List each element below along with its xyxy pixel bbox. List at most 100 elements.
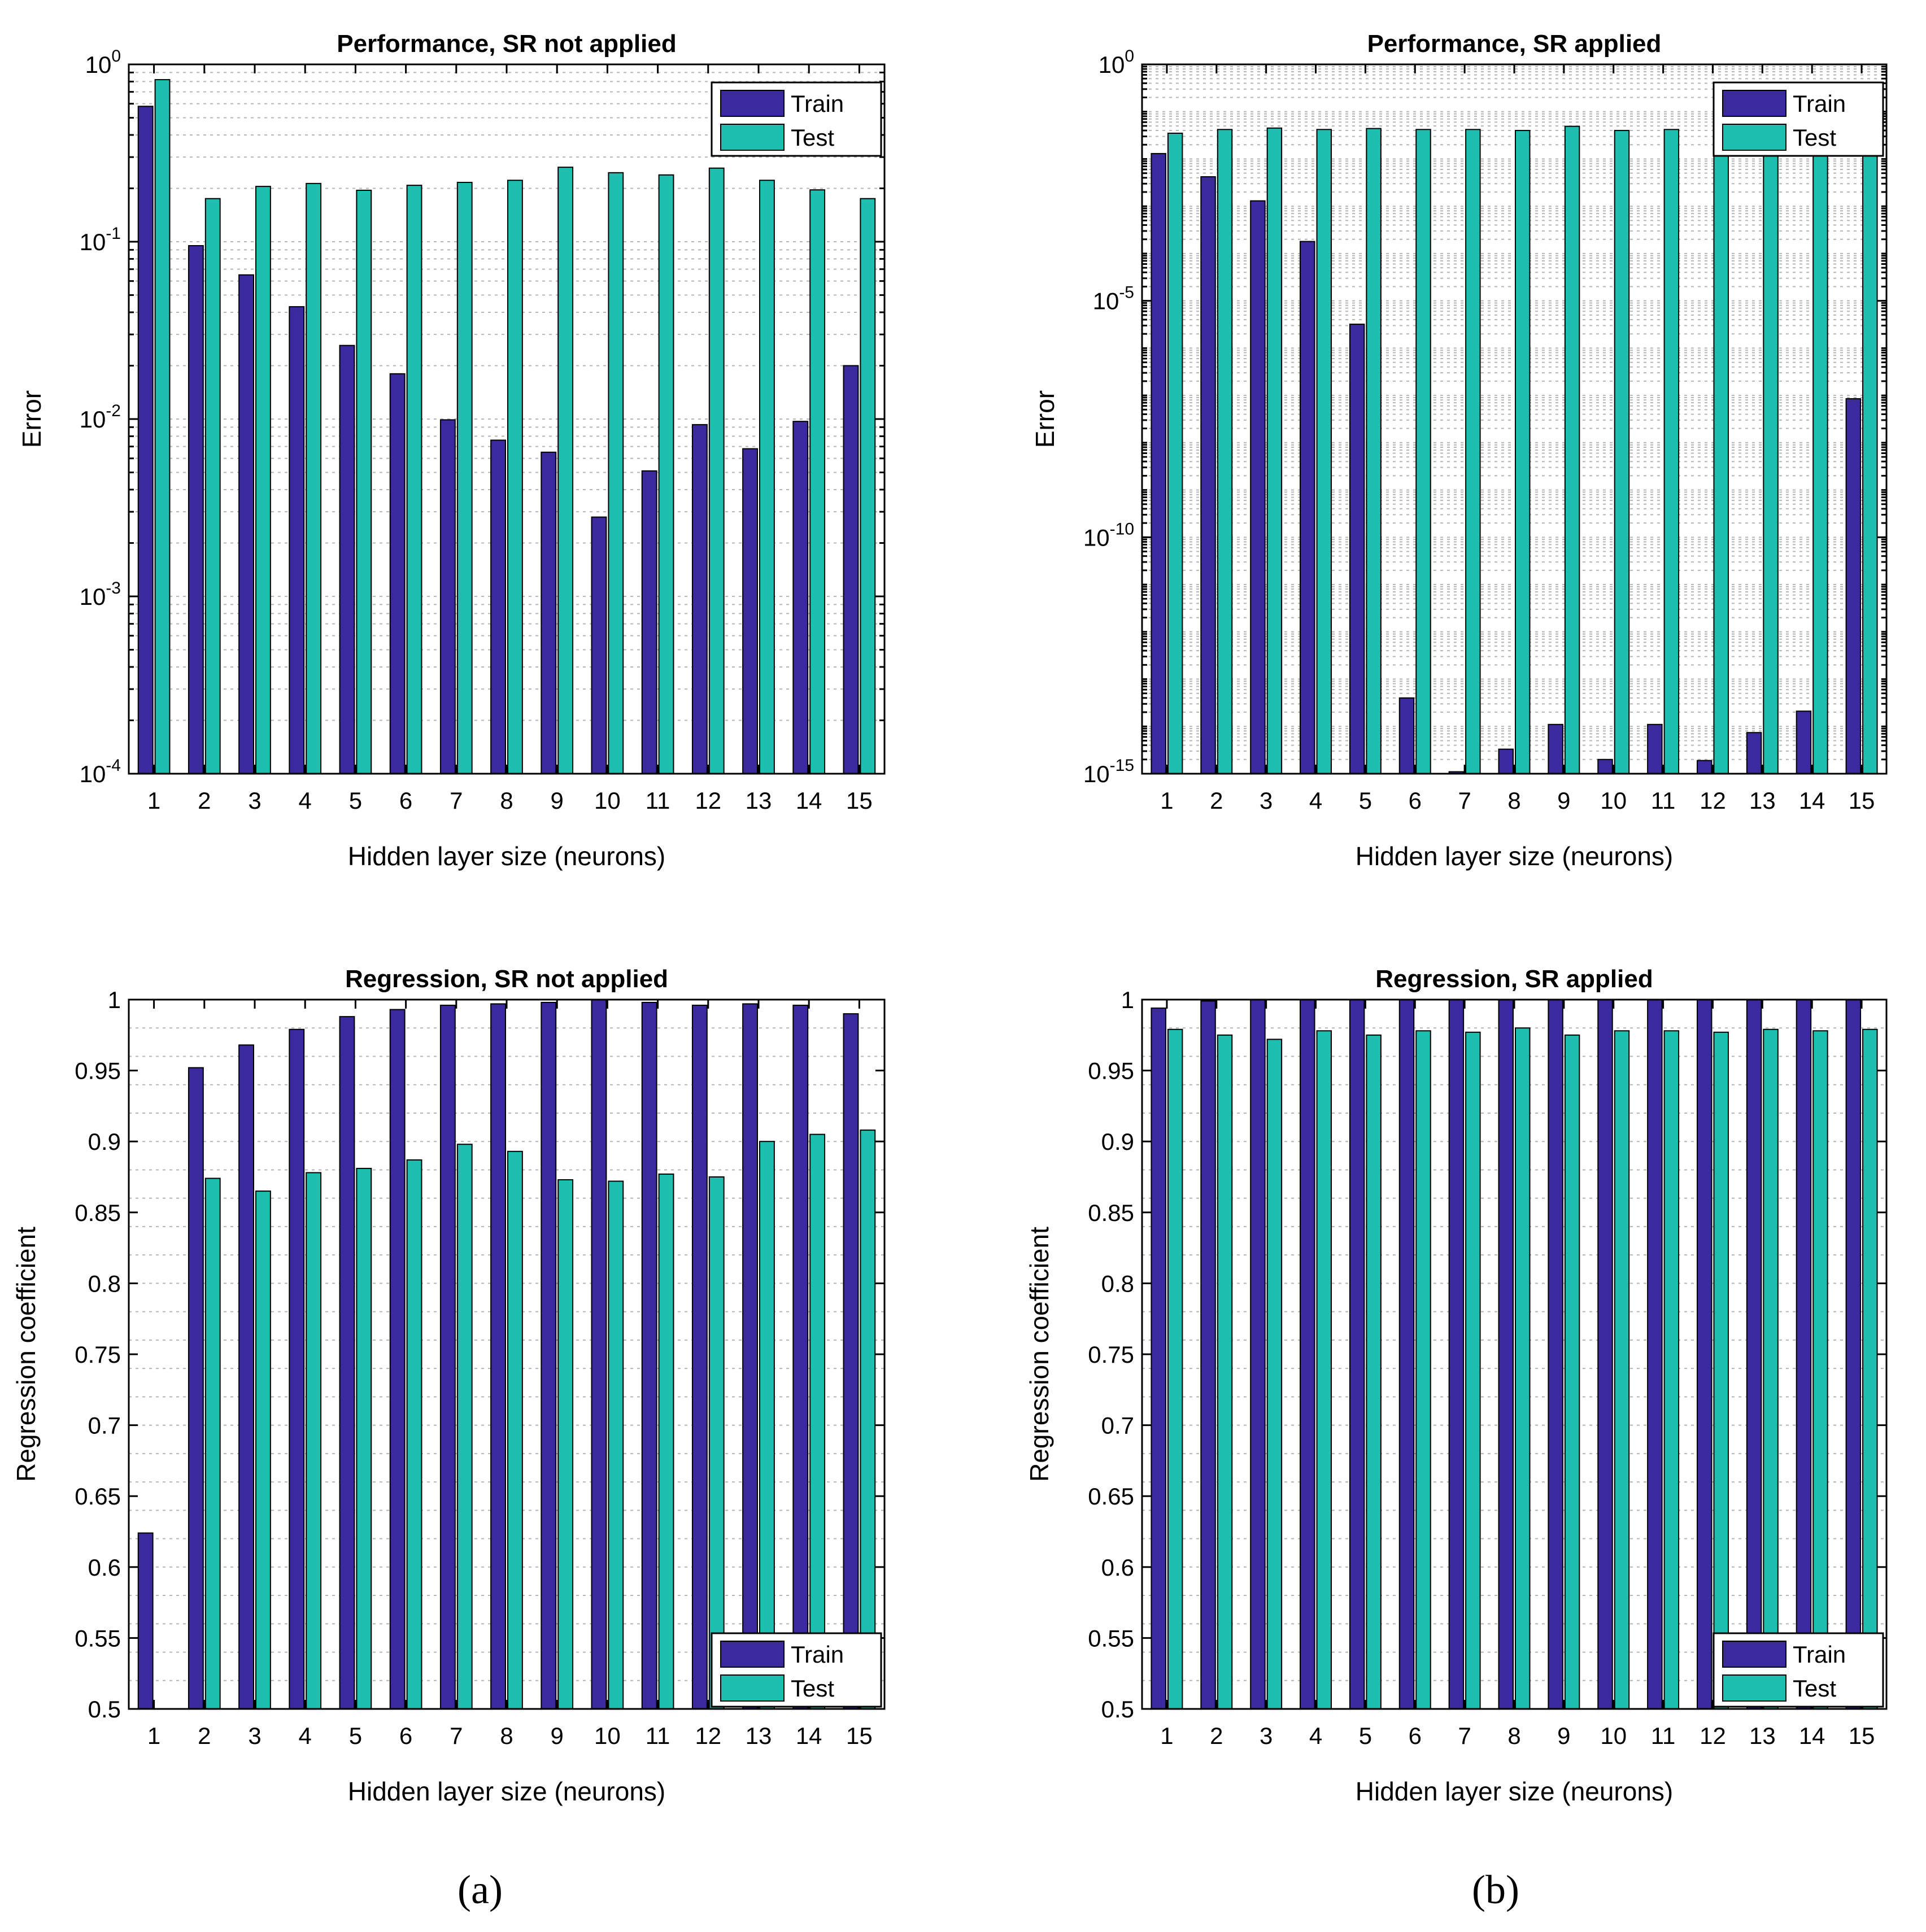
x-tick-label: 12: [695, 787, 721, 814]
legend-label-train: Train: [791, 1641, 844, 1668]
x-tick-label: 11: [1651, 787, 1676, 814]
legend-swatch-test: [1722, 1674, 1786, 1702]
bar-test-7: [456, 181, 473, 774]
bar-test-5: [1366, 1034, 1382, 1709]
x-axis-label: Hidden layer size (neurons): [1356, 1777, 1674, 1806]
bar-test-2: [204, 198, 221, 775]
legend-label-train: Train: [1793, 90, 1846, 117]
bar-train-15: [843, 365, 859, 774]
bar-test-10: [1614, 130, 1630, 774]
x-tick-label: 13: [746, 787, 772, 814]
x-tick-label: 7: [1458, 1722, 1471, 1749]
bar-train-3: [1250, 200, 1266, 775]
bar-test-14: [1812, 1030, 1828, 1709]
legend-swatch-test: [720, 1674, 785, 1702]
bar-train-6: [1398, 697, 1415, 774]
panel-label-b: (b): [1472, 1867, 1519, 1912]
chart-title: Performance, SR applied: [1367, 30, 1662, 58]
bar-test-8: [1515, 130, 1531, 774]
x-tick-label: 13: [746, 1722, 772, 1749]
panel-label-a: (a): [457, 1867, 503, 1912]
x-tick-label: 5: [1359, 787, 1372, 814]
bar-test-3: [1266, 127, 1283, 775]
bar-test-9: [557, 1179, 574, 1709]
bar-test-3: [1266, 1039, 1283, 1709]
x-tick-label: 10: [1600, 787, 1627, 814]
x-tick-label: 6: [1409, 787, 1422, 814]
bar-train-15: [1845, 398, 1862, 774]
x-tick-label: 4: [1309, 787, 1322, 814]
bar-test-8: [1515, 1027, 1531, 1709]
legend-swatch-train: [1722, 1641, 1786, 1668]
y-tick-label: 0.85: [1088, 1200, 1134, 1226]
bar-test-13: [759, 1141, 775, 1709]
x-tick-label: 5: [1359, 1722, 1372, 1749]
bar-train-15: [843, 1013, 859, 1709]
bar-test-1: [154, 79, 171, 774]
bar-train-1: [137, 1532, 154, 1709]
bar-train-11: [1647, 999, 1663, 1709]
bar-test-12: [708, 167, 725, 774]
x-tick-label: 2: [198, 787, 211, 814]
y-tick-label: 0.5: [1101, 1696, 1134, 1722]
bar-test-5: [356, 189, 372, 775]
bar-train-15: [1845, 999, 1862, 1709]
bar-train-12: [1696, 999, 1713, 1709]
legend-label-test: Test: [791, 1675, 834, 1702]
bar-test-3: [255, 1190, 271, 1710]
bar-train-5: [1349, 324, 1365, 774]
bar-test-2: [204, 1177, 221, 1709]
y-tick-label: 0.9: [1101, 1128, 1134, 1155]
bar-train-13: [742, 1003, 758, 1709]
bar-train-3: [238, 1044, 254, 1709]
y-tick-label: 100: [85, 47, 121, 78]
y-tick-label: 0.65: [75, 1483, 121, 1510]
bar-test-7: [1465, 129, 1481, 775]
bar-train-4: [1300, 241, 1315, 774]
bar-test-1: [1167, 1028, 1183, 1709]
y-tick-label: 0.75: [1088, 1341, 1134, 1368]
x-tick-label: 12: [695, 1722, 721, 1749]
y-tick-label: 1: [108, 987, 121, 1013]
bar-test-1: [1167, 132, 1183, 774]
y-tick-label: 0.55: [75, 1625, 121, 1651]
bar-train-1: [1151, 1008, 1166, 1709]
bar-train-11: [641, 470, 657, 774]
bar-test-4: [1316, 1030, 1332, 1709]
bar-train-12: [691, 424, 708, 774]
bar-train-5: [1349, 999, 1365, 1709]
bar-train-13: [1746, 732, 1762, 774]
bar-train-4: [1300, 999, 1315, 1709]
bar-train-10: [1597, 999, 1613, 1709]
bar-train-12: [1696, 760, 1713, 775]
bar-test-4: [306, 182, 322, 774]
x-tick-label: 4: [1309, 1722, 1322, 1749]
bar-train-10: [591, 516, 607, 775]
bar-train-12: [691, 1005, 708, 1709]
bar-test-6: [406, 185, 422, 774]
y-axis-label: Error: [1030, 390, 1060, 448]
x-tick-label: 2: [1210, 787, 1223, 814]
bar-test-10: [608, 172, 624, 774]
chart-title: Regression, SR applied: [1375, 965, 1653, 993]
bar-test-15: [860, 1129, 876, 1709]
legend-swatch-test: [1722, 124, 1786, 151]
x-tick-label: 8: [500, 787, 513, 814]
bar-test-8: [507, 180, 523, 775]
y-tick-label: 10-5: [1093, 284, 1134, 315]
x-tick-label: 6: [399, 787, 412, 814]
bar-test-14: [809, 1133, 826, 1709]
y-tick-label: 10-1: [80, 224, 121, 255]
bar-train-14: [1796, 999, 1812, 1709]
y-tick-label: 10-10: [1083, 520, 1134, 551]
x-tick-label: 10: [1600, 1722, 1627, 1749]
x-tick-label: 15: [1849, 1722, 1875, 1749]
x-tick-label: 1: [147, 1722, 160, 1749]
bar-train-4: [289, 306, 305, 774]
bar-test-15: [1862, 1028, 1878, 1709]
x-tick-label: 11: [1651, 1722, 1676, 1749]
bar-train-9: [1548, 999, 1563, 1709]
bar-train-11: [1647, 723, 1663, 774]
legend: Train Test: [711, 1632, 882, 1708]
